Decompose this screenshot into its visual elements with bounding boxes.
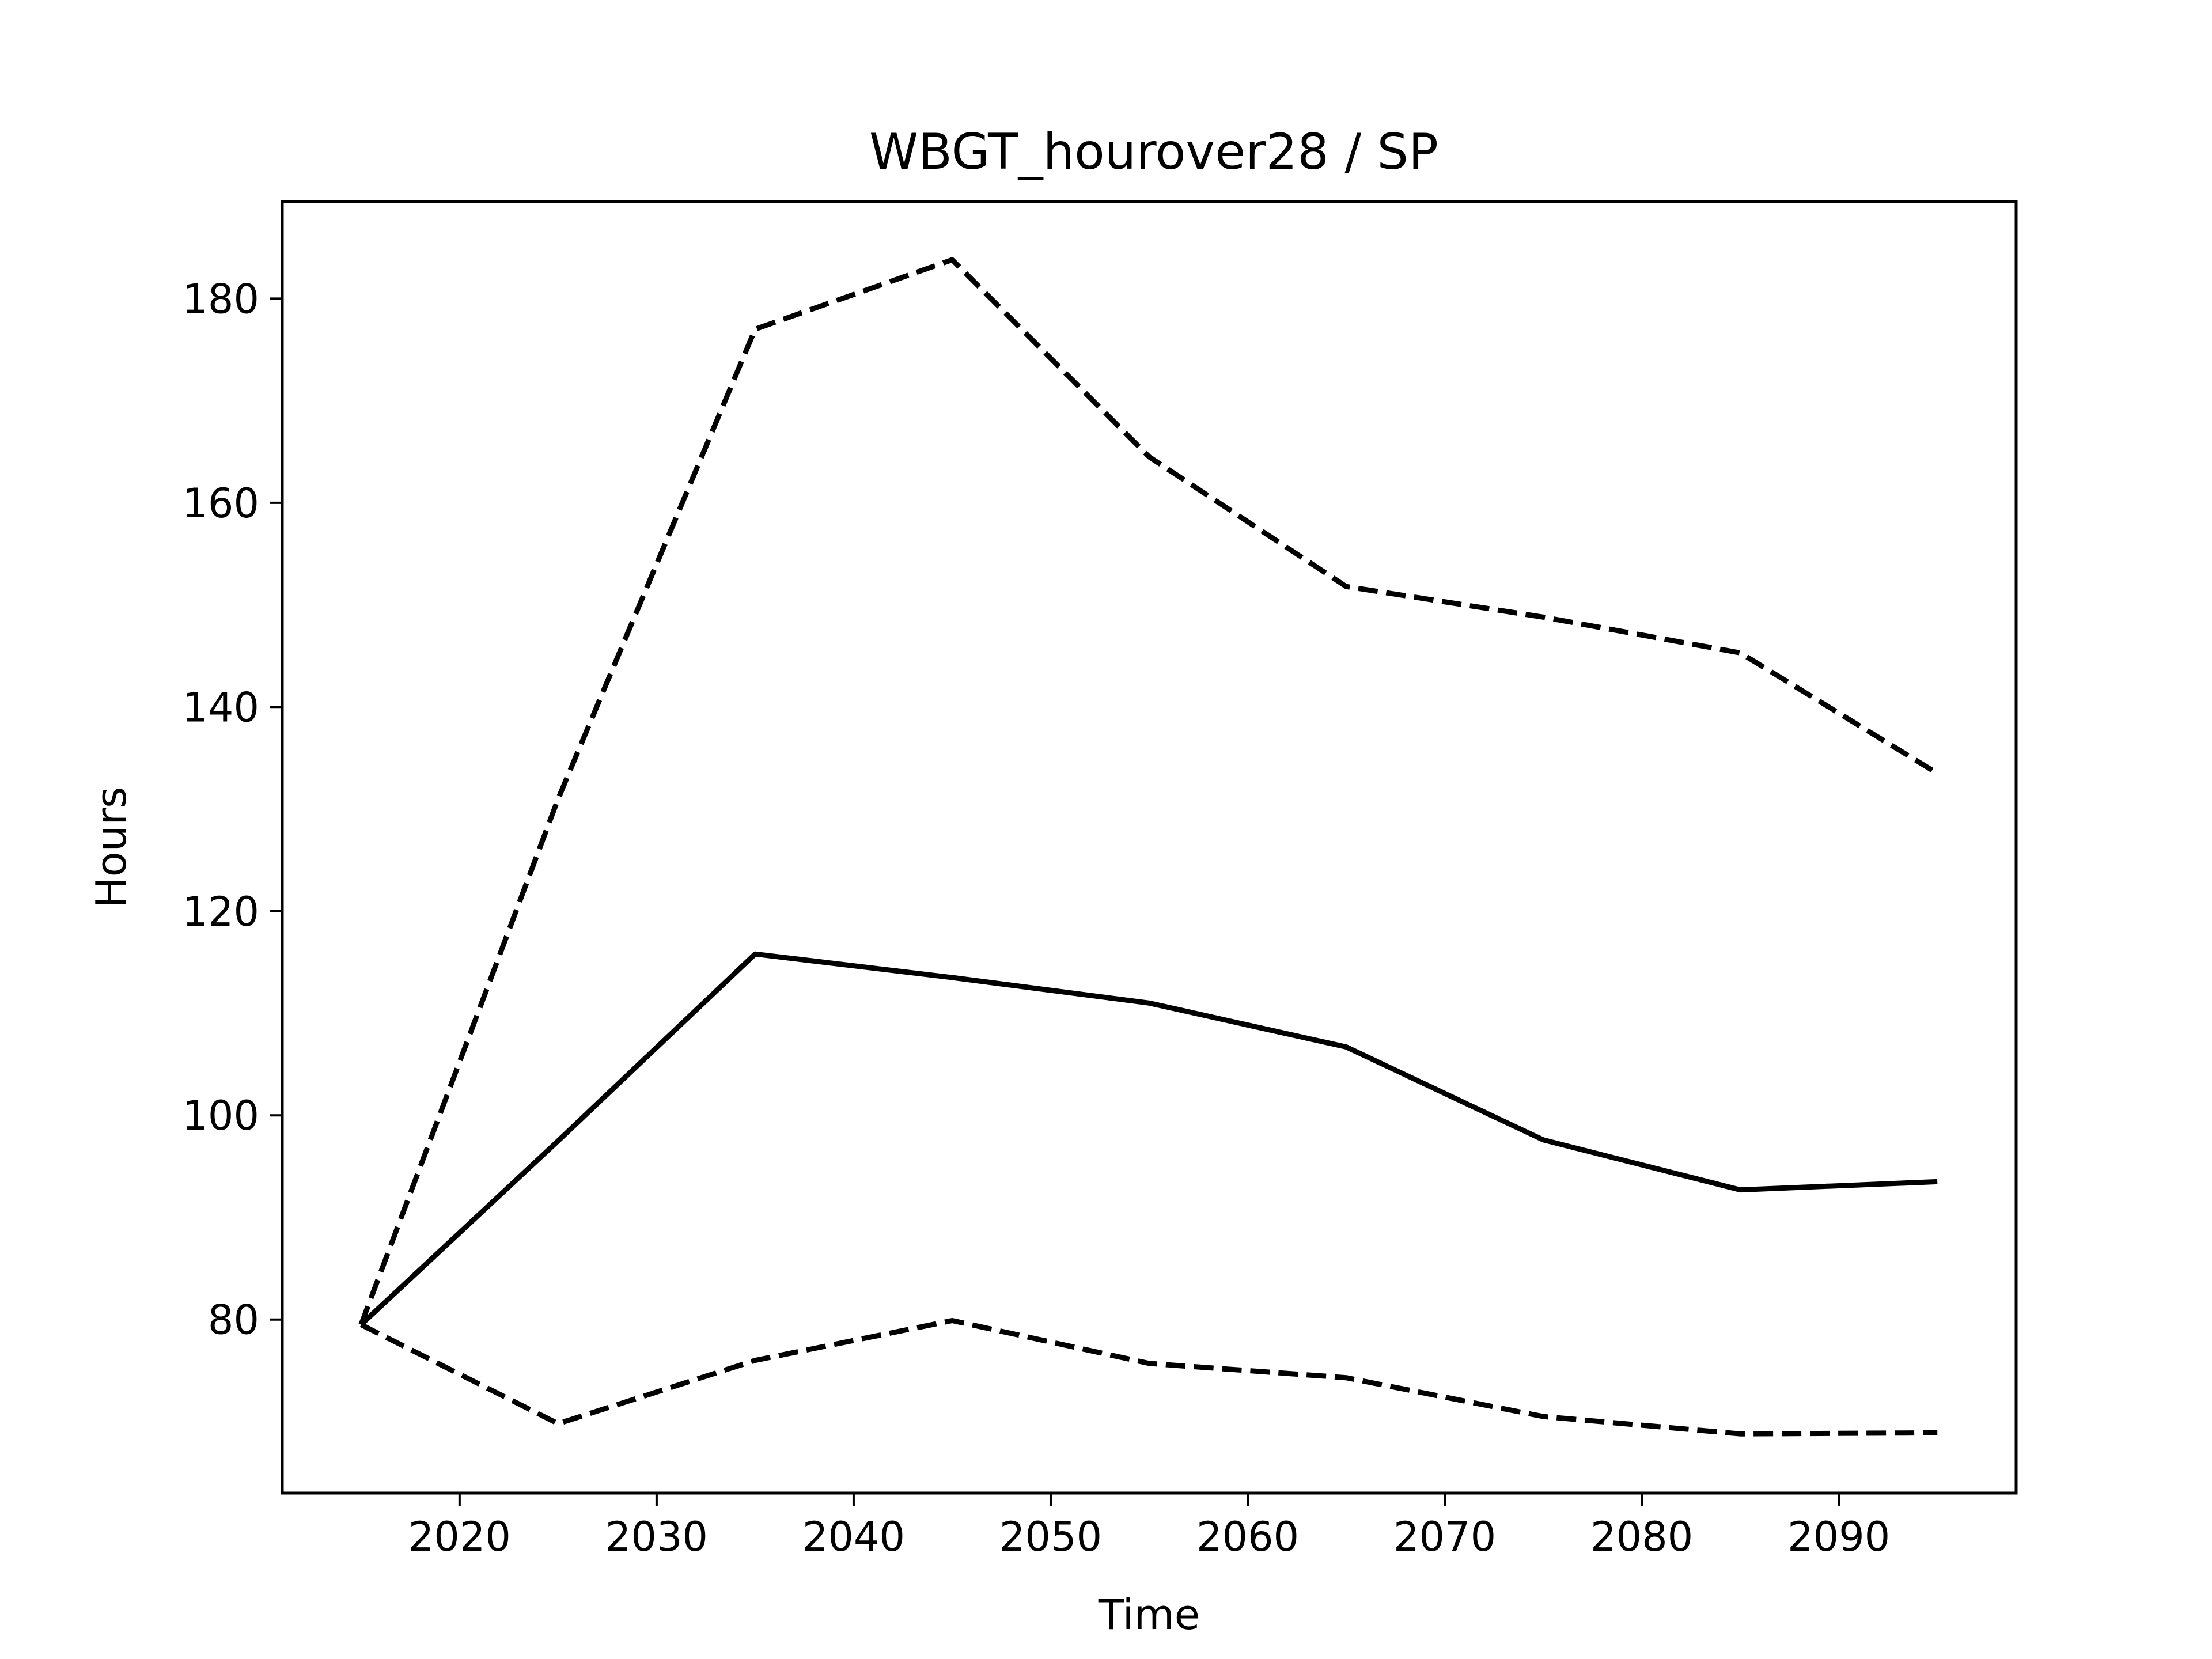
x-tick-label: 2070 bbox=[1393, 1513, 1496, 1560]
series-line-median bbox=[359, 951, 1938, 1327]
x-tick-label: 2060 bbox=[1196, 1513, 1299, 1560]
y-tick-label: 120 bbox=[182, 888, 259, 935]
plot-area bbox=[358, 257, 1939, 1437]
series-line-upper bbox=[358, 257, 1939, 1326]
y-tick-label: 100 bbox=[182, 1092, 259, 1139]
y-tick-label: 160 bbox=[182, 480, 259, 527]
x-axis-label: Time bbox=[1098, 1590, 1200, 1639]
y-tick-label: 80 bbox=[208, 1297, 259, 1344]
x-tick-label: 2050 bbox=[999, 1513, 1102, 1560]
plot-frame bbox=[281, 200, 2018, 1495]
y-axis: 80 100 120 140 160 180 bbox=[182, 275, 282, 1344]
x-axis: 2020 2030 2040 2050 2060 2070 2080 2090 bbox=[408, 1493, 1890, 1560]
y-tick-label: 180 bbox=[182, 275, 259, 323]
y-axis-label: Hours bbox=[87, 787, 135, 908]
chart-title: WBGT_hourover28 / SP bbox=[869, 123, 1438, 181]
x-tick-label: 2020 bbox=[408, 1513, 511, 1560]
x-tick-label: 2090 bbox=[1787, 1513, 1890, 1560]
x-tick-label: 2030 bbox=[605, 1513, 708, 1560]
y-tick-label: 140 bbox=[182, 684, 259, 731]
x-tick-label: 2040 bbox=[802, 1513, 905, 1560]
x-tick-label: 2080 bbox=[1590, 1513, 1693, 1560]
series-line-lower bbox=[359, 1318, 1938, 1437]
